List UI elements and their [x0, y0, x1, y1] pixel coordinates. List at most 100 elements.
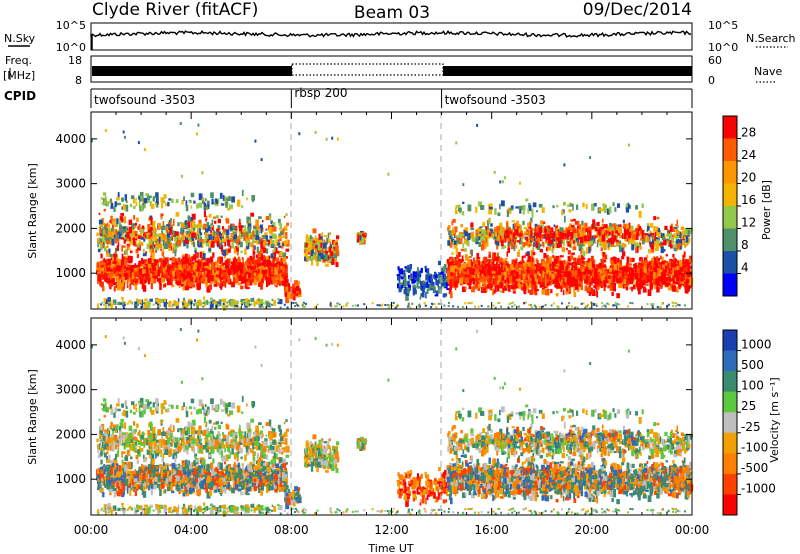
scatter-cell	[220, 203, 225, 206]
scatter-cell	[252, 244, 255, 252]
scatter-cell	[169, 269, 172, 276]
scatter-cell	[137, 276, 140, 279]
scatter-cell	[319, 236, 323, 241]
scatter-cell	[522, 283, 525, 291]
scatter-cell	[257, 225, 260, 231]
scatter-cell	[266, 269, 271, 277]
scatter-cell	[153, 227, 156, 235]
scatter-cell	[98, 275, 102, 283]
scatter-cell	[168, 243, 172, 247]
scatter-cell	[112, 299, 117, 305]
scatter-cell	[187, 215, 191, 222]
scatter-cell	[109, 239, 112, 245]
noise-left-tick-bottom: 10^0	[56, 41, 86, 54]
scatter-cell	[172, 243, 176, 248]
scatter-cell	[180, 283, 184, 287]
scatter-cell	[568, 287, 572, 293]
scatter-cell	[678, 269, 682, 276]
scatter-cell	[293, 291, 298, 294]
scatter-cell	[534, 278, 538, 285]
scatter-cell	[244, 225, 247, 233]
scatter-cell	[190, 272, 193, 277]
scatter-cell	[416, 282, 419, 288]
scatter-cell	[177, 298, 180, 303]
scatter-cell	[240, 285, 244, 290]
scatter-cell	[282, 243, 284, 247]
scatter-cell	[314, 246, 318, 250]
scatter-cell	[282, 266, 285, 273]
scatter-cell	[106, 267, 111, 274]
scatter-cell	[325, 263, 329, 267]
scatter-cell	[573, 292, 577, 297]
scatter-cell	[244, 282, 248, 288]
scatter-cell	[532, 282, 536, 285]
scatter-cell	[271, 298, 274, 301]
scatter-cell	[162, 239, 165, 247]
scatter-cell	[566, 278, 569, 284]
frequency-band-left	[92, 66, 292, 76]
scatter-cell	[319, 239, 322, 246]
scatter-cell	[587, 258, 591, 264]
scatter-cell	[517, 273, 522, 276]
scatter-cell	[229, 204, 233, 209]
scatter-cell	[236, 249, 239, 256]
scatter-cell	[613, 257, 617, 264]
scatter-cell	[327, 247, 330, 253]
scatter-cell	[438, 279, 441, 284]
scatter-cell	[623, 278, 627, 284]
scatter-cell	[237, 239, 241, 245]
scatter-cell	[275, 247, 278, 254]
scatter-cell	[465, 274, 467, 280]
scatter-cell	[675, 275, 680, 281]
scatter-cell	[252, 230, 257, 235]
scatter-cell	[215, 274, 219, 278]
scatter-cell	[153, 259, 157, 263]
scatter-cell	[284, 262, 287, 265]
scatter-cell	[224, 254, 226, 259]
scatter-cell	[258, 264, 262, 271]
scatter-cell	[148, 240, 151, 243]
scatter-cell	[186, 241, 189, 249]
scatter-cell	[462, 269, 466, 273]
scatter-cell	[403, 289, 408, 295]
scatter-cell	[202, 273, 206, 279]
scatter-cell	[657, 273, 661, 277]
scatter-cell	[422, 280, 425, 286]
scatter-cell	[205, 231, 209, 235]
scatter-cell	[138, 194, 140, 198]
scatter-cell	[505, 282, 508, 288]
scatter-cell	[576, 284, 579, 289]
scatter-cell	[492, 253, 495, 261]
scatter-cell	[182, 264, 187, 269]
scatter-cell	[437, 283, 439, 288]
scatter-cell	[166, 232, 171, 238]
scatter-cell	[542, 288, 547, 291]
scatter-cell	[277, 250, 281, 254]
scatter-cell	[100, 253, 103, 259]
scatter-cell	[100, 224, 103, 229]
nave-right-label: Nave	[754, 65, 782, 78]
scatter-cell	[673, 262, 677, 265]
scatter-cell	[247, 234, 251, 238]
scatter-cell	[523, 265, 527, 273]
scatter-cell	[135, 222, 137, 226]
scatter-cell	[623, 266, 627, 272]
scatter-cell	[139, 197, 143, 202]
scatter-cell	[203, 223, 207, 231]
scatter-cell	[276, 269, 280, 276]
scatter-cell	[232, 276, 237, 282]
scatter-cell	[164, 283, 167, 288]
scatter-cell	[163, 257, 167, 264]
scatter-cell	[584, 285, 588, 292]
scatter-cell	[582, 272, 586, 280]
scatter-cell	[602, 257, 604, 263]
scatter-cell	[185, 285, 189, 291]
scatter-cell	[144, 232, 147, 235]
scatter-cell	[656, 269, 659, 276]
scatter-cell	[167, 201, 170, 207]
scatter-cell	[497, 275, 501, 283]
scatter-cell	[292, 293, 296, 301]
scatter-cell	[271, 266, 273, 272]
scatter-cell	[520, 283, 524, 291]
scatter-cell	[160, 265, 163, 273]
